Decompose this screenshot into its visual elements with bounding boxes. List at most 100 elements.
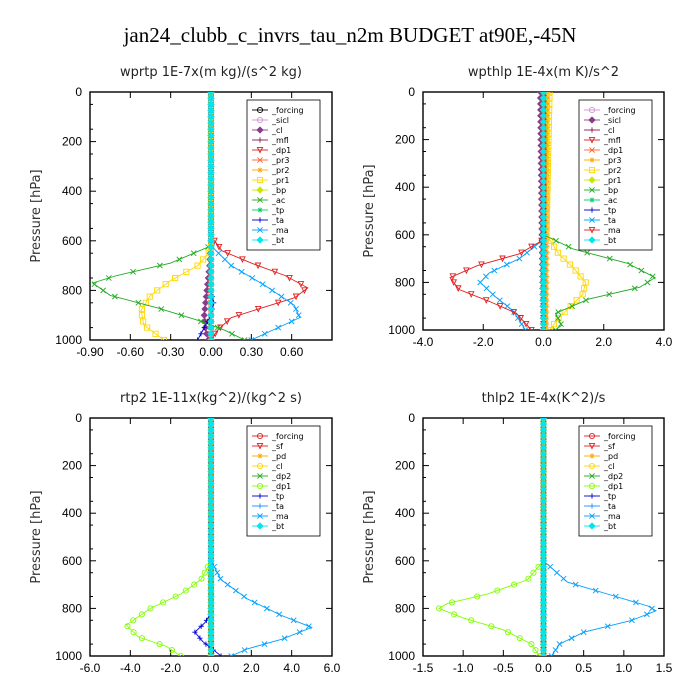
data-point <box>191 581 198 588</box>
data-point <box>105 275 112 281</box>
y-tick-label: 1000 <box>55 333 82 347</box>
data-point <box>274 299 282 307</box>
panel-title: rtp2 1E-11x(kg^2)/(kg^2 s) <box>120 391 302 406</box>
x-tick-label: 0.30 <box>240 345 264 359</box>
x-tick-label: 6.0 <box>324 661 341 675</box>
x-tick-label: -1.0 <box>453 661 474 675</box>
data-point <box>488 623 495 630</box>
data-point <box>111 293 118 300</box>
data-point <box>202 292 210 301</box>
data-point <box>545 95 551 101</box>
x-tick-label: 0.60 <box>280 345 304 359</box>
legend-marker <box>256 522 264 530</box>
data-point <box>160 336 167 340</box>
y-axis-label: Pressure [hPa] <box>362 164 377 257</box>
series-ma <box>449 92 547 330</box>
data-point <box>248 337 255 340</box>
series-dp1 <box>436 418 547 656</box>
legend-marker <box>256 482 264 490</box>
legend-entry: _sf <box>252 442 283 451</box>
y-axis-label: Pressure [hPa] <box>362 490 377 583</box>
x-tick-label: -2.0 <box>473 335 494 349</box>
data-point <box>550 243 558 250</box>
legend-label: _ac <box>271 196 285 205</box>
x-tick-label: 4.0 <box>656 335 673 349</box>
plot-area <box>91 92 309 340</box>
y-tick-label: 400 <box>395 506 415 520</box>
data-point <box>241 647 248 653</box>
data-point <box>632 599 639 606</box>
x-tick-label: -4.0 <box>413 335 434 349</box>
data-point <box>565 243 572 250</box>
series-line <box>91 92 245 340</box>
y-tick-label: 400 <box>62 506 82 520</box>
legend-entry: _pd <box>584 452 618 461</box>
panel-title: wprtp 1E-7x(m kg)/(s^2 kg) <box>120 65 302 80</box>
legend: _forcing_sicl_cl_mfl_dp1_pr3_pr2_pr1_bp_… <box>578 99 653 251</box>
legend-label: _dp2 <box>603 472 623 481</box>
data-point <box>147 605 154 612</box>
data-point <box>215 243 223 251</box>
legend-label: _forcing <box>603 106 636 115</box>
legend-entry: _dp2 <box>584 472 623 481</box>
data-point <box>545 119 551 125</box>
x-tick-label: 0.5 <box>575 661 592 675</box>
data-point <box>550 321 558 328</box>
data-point <box>545 154 551 161</box>
data-point <box>152 330 159 337</box>
data-point <box>631 285 638 292</box>
legend-label: _bt <box>271 236 284 245</box>
data-point <box>214 569 221 576</box>
data-point <box>138 312 146 319</box>
data-point <box>463 267 470 275</box>
data-point <box>138 305 145 313</box>
data-point <box>496 297 503 304</box>
legend-label: _dp1 <box>603 482 623 491</box>
data-point <box>555 309 562 316</box>
legend-marker <box>257 503 263 509</box>
legend-marker <box>257 167 263 173</box>
data-point <box>295 312 302 319</box>
data-point <box>286 274 293 282</box>
data-point <box>176 256 183 263</box>
data-point <box>644 611 650 618</box>
legend-label: _tp <box>603 206 616 215</box>
data-point <box>217 324 224 332</box>
data-point <box>158 306 165 312</box>
data-point <box>278 293 285 300</box>
data-point <box>261 641 268 648</box>
legend-label: _cl <box>271 126 283 135</box>
data-point <box>566 261 573 268</box>
legend-entry: _ma <box>584 226 621 235</box>
y-tick-label: 200 <box>62 135 82 149</box>
legend-entry: _dp2 <box>252 472 291 481</box>
legend-label: _tp <box>271 206 284 215</box>
data-point <box>553 237 559 244</box>
data-point <box>539 326 548 330</box>
data-point <box>228 653 235 656</box>
y-tick-label: 800 <box>395 275 415 289</box>
y-tick-label: 1000 <box>388 323 415 337</box>
data-point <box>269 287 276 294</box>
legend-marker <box>257 217 263 223</box>
legend-entry: _ac <box>252 196 285 205</box>
data-point <box>649 273 656 280</box>
x-tick-label: -0.5 <box>493 661 514 675</box>
legend-entry: _dp1 <box>584 482 623 491</box>
legend-entry: _cl <box>584 126 615 135</box>
legend-marker <box>589 453 595 459</box>
x-tick-label: 4.0 <box>283 661 300 675</box>
data-point <box>524 249 530 256</box>
x-tick-label: 2.0 <box>595 335 612 349</box>
data-point <box>569 303 576 310</box>
data-point <box>638 267 645 274</box>
legend-label: _sf <box>603 442 615 451</box>
legend-label: _pr3 <box>603 156 621 165</box>
legend-marker <box>589 473 595 479</box>
legend-marker <box>588 482 596 490</box>
y-tick-label: 800 <box>62 283 82 297</box>
data-point <box>241 593 247 600</box>
y-tick-label: 600 <box>62 234 82 248</box>
series-line <box>140 92 212 340</box>
legend-entry: _pr1 <box>252 176 289 185</box>
